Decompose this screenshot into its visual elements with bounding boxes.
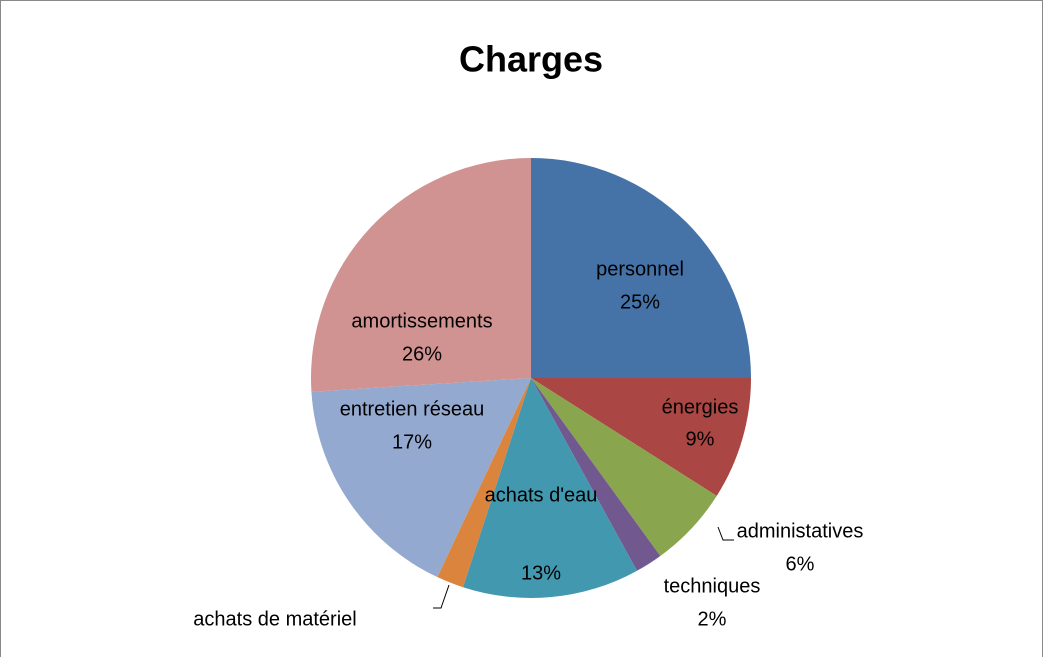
pie-slice: [531, 158, 751, 378]
slice-label: achats de matériel: [193, 608, 356, 630]
slice-label: techniques: [664, 575, 761, 597]
pie-slice: [531, 378, 751, 496]
slice-label: achats d'eau: [485, 484, 598, 506]
value-label: 25%: [620, 291, 660, 313]
value-label: 6%: [786, 553, 815, 575]
pie-slice: [531, 378, 717, 556]
slice-label: entretien réseau: [340, 398, 485, 420]
pie-slice: [437, 378, 531, 588]
pie-slice: [531, 378, 661, 571]
value-label: 17%: [392, 431, 432, 453]
value-label: 26%: [402, 343, 442, 365]
slice-label: personnel: [596, 258, 684, 280]
value-label: 2%: [698, 608, 727, 630]
slice-label: amortissements: [351, 310, 492, 332]
chart-title: Charges: [459, 39, 603, 80]
leader-line: [717, 526, 734, 541]
slice-label: administatives: [737, 520, 864, 542]
leader-line: [433, 584, 450, 609]
pie-slice: [310, 158, 531, 392]
value-label: 9%: [686, 428, 715, 450]
pie-slice: [463, 378, 637, 598]
value-label: 13%: [521, 562, 561, 584]
pie-slice: [311, 378, 531, 578]
slice-label: énergies: [662, 396, 739, 418]
